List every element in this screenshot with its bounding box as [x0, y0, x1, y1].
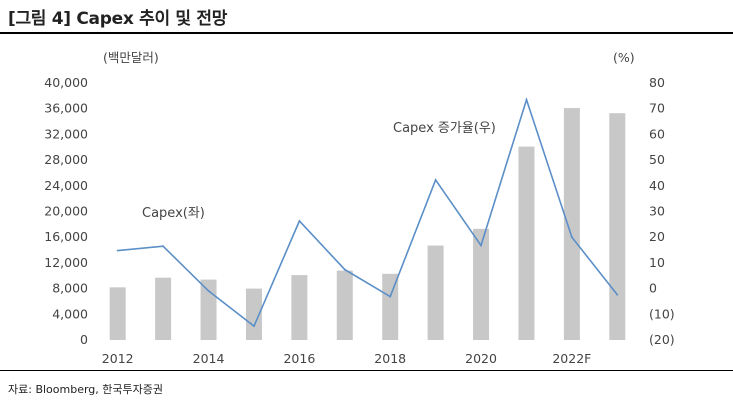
plot-area: 0 4,000 8,000 12,000 16,000 20,000 24,000 28,00… [44, 75, 674, 366]
x-tick-label: 2022F [552, 351, 591, 366]
bar [109, 287, 126, 340]
y-tick-label: 12,000 [44, 255, 88, 270]
bar [518, 146, 535, 340]
y-axis-unit-label: (백만달러) [103, 50, 159, 65]
y-tick-label: 20,000 [44, 204, 88, 219]
y-tick-label: 24,000 [44, 178, 88, 193]
growth-point [207, 290, 210, 292]
x-tick-label: 2018 [374, 351, 406, 366]
bar [563, 108, 580, 341]
y2-tick-label: 30 [649, 204, 665, 219]
growth-point [116, 249, 119, 252]
bar [336, 270, 353, 340]
growth-point [253, 325, 255, 328]
growth-point [434, 178, 437, 181]
growth-point [162, 245, 165, 248]
y2-tick-label: 10 [649, 255, 665, 270]
x-tick-label: 2016 [283, 351, 315, 366]
x-tick-label: 2012 [102, 351, 134, 366]
y2-tick-label: 0 [649, 281, 657, 296]
y2-tick-label: 70 [649, 101, 665, 116]
growth-point [298, 220, 301, 222]
capex-chart: (백만달러) (%) 0 4,000 8,000 12,000 16,000 20,000… [44, 50, 674, 366]
y2-tick-label: 40 [649, 178, 665, 193]
source-note: 자료: Bloomberg, 한국투자증권 [8, 383, 163, 396]
y-tick-label: 36,000 [44, 101, 88, 116]
y2-tick-label: 50 [649, 152, 665, 167]
bar [291, 275, 308, 340]
y-tick-label: 32,000 [44, 126, 88, 141]
bar [473, 228, 490, 340]
bar [427, 245, 444, 340]
growth-line [117, 97, 618, 328]
y-tick-label: 0 [80, 332, 88, 347]
bar [382, 273, 399, 340]
y2-tick-label: 60 [649, 126, 665, 141]
growth-point [480, 244, 482, 247]
growth-point [389, 295, 392, 298]
y2-axis-unit-label: (%) [613, 50, 635, 65]
y2-tick-label: (10) [649, 306, 675, 321]
y-tick-label: 16,000 [44, 229, 88, 244]
y-tick-label: 4,000 [52, 306, 88, 321]
bar [155, 277, 172, 340]
y-tick-label: 8,000 [52, 281, 88, 296]
line-series-label: Capex 증가율(우) [393, 121, 496, 136]
chart-title: [그림 4] Capex 추이 및 전망 [8, 9, 228, 29]
y2-tick-label: (20) [649, 332, 675, 347]
y-tick-label: 40,000 [44, 75, 88, 90]
bar-series-label: Capex(좌) [142, 206, 205, 221]
y2-tick-label: 80 [649, 75, 665, 90]
y-tick-label: 28,000 [44, 152, 88, 167]
bar [609, 113, 626, 340]
title-divider [0, 32, 733, 34]
bar [245, 288, 262, 340]
x-tick-label: 2020 [465, 351, 497, 366]
y2-tick-label: 20 [649, 229, 665, 244]
x-tick-label: 2014 [193, 351, 225, 366]
footer-divider [0, 370, 733, 371]
bar [200, 279, 217, 340]
growth-point [343, 268, 346, 271]
growth-point [570, 236, 573, 239]
growth-point [525, 98, 528, 101]
growth-point [616, 293, 619, 296]
